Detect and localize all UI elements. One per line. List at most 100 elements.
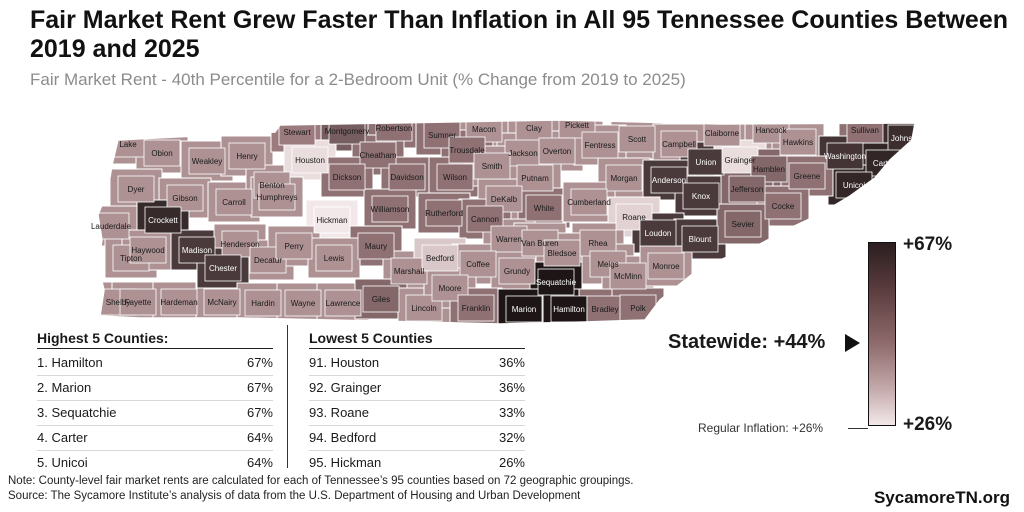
county-label: McMinn	[614, 272, 642, 281]
county-core-rutherford	[425, 199, 463, 227]
county-label: Sumner	[428, 131, 456, 140]
county-label: Marshall	[394, 267, 424, 276]
county-core-smith	[473, 152, 511, 180]
county-label: Sullivan	[851, 126, 879, 135]
county-label: Meigs	[597, 260, 618, 269]
county-label: Pickett	[565, 121, 590, 130]
county-label: Polk	[630, 304, 647, 313]
county-label: Greene	[794, 172, 821, 181]
lowest-counties-table: Lowest 5 Counties 91. Houston 36% 92. Gra…	[309, 330, 525, 475]
county-label: Fentress	[584, 141, 615, 150]
county-core-henry	[228, 142, 266, 170]
table-row: 5. Unicoi 64%	[37, 451, 273, 475]
table-row: 95. Hickman 26%	[309, 451, 525, 475]
county-label: Perry	[284, 242, 303, 251]
county-label: Hardeman	[160, 298, 197, 307]
county-core-campbell	[660, 130, 698, 158]
row-label: 91. Houston	[309, 355, 380, 370]
county-label: Humphreys	[257, 193, 298, 202]
lowest-heading: Lowest 5 Counties	[309, 330, 525, 349]
county-label: Bradley	[591, 305, 618, 314]
county-core-bedford	[421, 244, 459, 272]
row-label: 2. Marion	[37, 380, 92, 395]
county-core-mcnairy	[203, 288, 241, 316]
county-core-coffee	[459, 250, 497, 278]
county-label: Johnson	[891, 134, 921, 143]
county-label: Jefferson	[731, 185, 764, 194]
county-label: Hamblen	[753, 165, 785, 174]
county-core-haywood	[129, 236, 167, 264]
county-core-scott	[618, 125, 656, 153]
county-label: Dickson	[333, 173, 361, 182]
county-label: Knox	[692, 192, 710, 201]
row-value: 67%	[246, 405, 273, 420]
county-core-giles	[362, 285, 400, 313]
county-core-marion	[505, 295, 543, 323]
county-label: Grundy	[504, 267, 530, 276]
row-label: 4. Carter	[37, 430, 88, 445]
inflation-pointer-line	[848, 428, 868, 429]
county-core-jefferson	[728, 175, 766, 203]
county-core-sevier	[724, 210, 762, 238]
county-label: Rutherford	[425, 209, 463, 218]
county-label: Houston	[295, 156, 325, 165]
county-core-obion	[143, 139, 181, 167]
county-label: Lincoln	[411, 304, 436, 313]
table-row: 2. Marion 67%	[37, 376, 273, 401]
county-core-hawkins	[779, 128, 817, 156]
table-row: 3. Sequatchie 67%	[37, 401, 273, 426]
county-label: Dyer	[128, 185, 145, 194]
county-label: Stewart	[283, 128, 311, 137]
county-core-chester	[204, 254, 242, 282]
county-core-fayette	[119, 288, 157, 316]
county-core-davidson	[388, 163, 426, 191]
county-core-perry	[275, 232, 313, 260]
highest-heading: Highest 5 Counties:	[37, 330, 273, 349]
county-core-grundy	[498, 257, 536, 285]
row-value: 26%	[498, 455, 525, 470]
row-label: 5. Unicoi	[37, 455, 88, 470]
footnote: Note: County-level fair market rents are…	[8, 474, 633, 504]
county-label: Montgomery	[325, 127, 369, 136]
table-row: 91. Houston 36%	[309, 351, 525, 376]
row-label: 92. Grainger	[309, 380, 382, 395]
county-label: Cannon	[471, 215, 499, 224]
county-label: Williamson	[371, 205, 410, 214]
county-core-dyer	[117, 175, 155, 203]
county-core-hardeman	[160, 288, 198, 316]
highest-counties-table: Highest 5 Counties: 1. Hamilton 67% 2. Ma…	[37, 330, 273, 475]
county-label: Roane	[622, 213, 646, 222]
county-label: Fayette	[125, 298, 152, 307]
row-value: 64%	[246, 455, 273, 470]
county-core-moore	[431, 274, 469, 302]
county-label: Lawrence	[326, 299, 361, 308]
table-divider	[287, 325, 288, 468]
county-core-lewis	[315, 244, 353, 272]
county-label: Van Buren	[521, 239, 558, 248]
county-label: Chester	[209, 264, 237, 273]
table-row: 94. Bedford 32%	[309, 426, 525, 451]
county-label: Sevier	[732, 220, 755, 229]
county-core-fentress	[581, 131, 619, 159]
county-core-marshall	[390, 257, 428, 285]
county-core-anderson	[650, 166, 688, 194]
county-core-humphreys	[258, 183, 296, 211]
county-core-putnam	[516, 164, 554, 192]
row-value: 36%	[498, 355, 525, 370]
county-label: Tipton	[120, 254, 142, 263]
county-core-cumberland	[570, 188, 608, 216]
county-label: Gibson	[172, 194, 197, 203]
county-label: Maury	[365, 242, 387, 251]
table-row: 4. Carter 64%	[37, 426, 273, 451]
county-core-maury	[357, 232, 395, 260]
county-core-bradley	[586, 295, 624, 323]
county-core-dickson	[328, 163, 366, 191]
row-label: 93. Roane	[309, 405, 369, 420]
county-core-greene	[788, 162, 826, 190]
county-label: McNairy	[207, 298, 236, 307]
county-label: Franklin	[462, 304, 490, 313]
statewide-label: Statewide: +44%	[668, 331, 826, 353]
county-label: Smith	[482, 162, 502, 171]
county-label: Benton	[259, 181, 284, 190]
